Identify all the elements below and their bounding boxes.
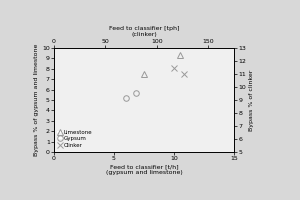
- Y-axis label: Bypass % of clinker: Bypass % of clinker: [249, 69, 254, 131]
- X-axis label: Feed to classifier [tph]
(clinker): Feed to classifier [tph] (clinker): [109, 26, 179, 37]
- X-axis label: Feed to classifier [t/h]
(gypsum and limestone): Feed to classifier [t/h] (gypsum and lim…: [106, 164, 182, 175]
- Legend: Limestone, Gypsum, Clinker: Limestone, Gypsum, Clinker: [57, 129, 94, 149]
- Y-axis label: Bypass % of gypsum and limestone: Bypass % of gypsum and limestone: [34, 44, 39, 156]
